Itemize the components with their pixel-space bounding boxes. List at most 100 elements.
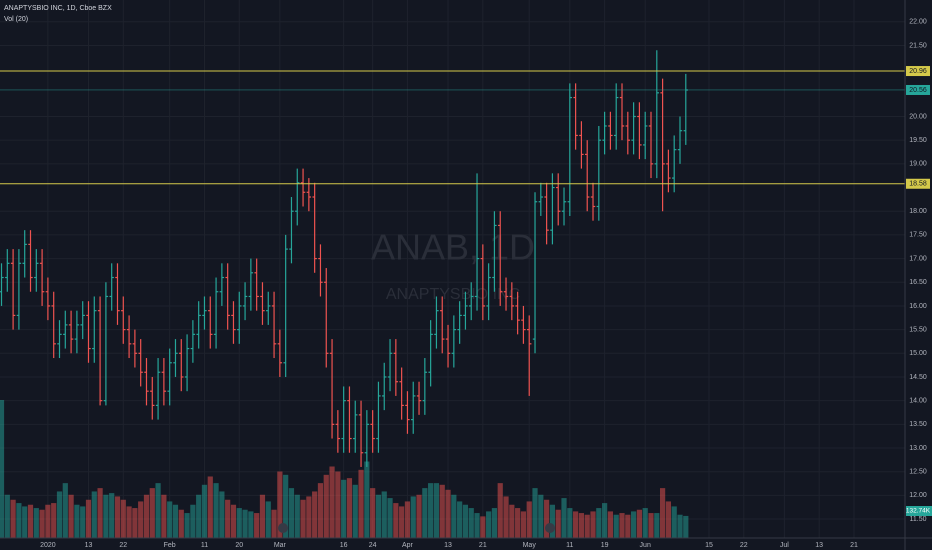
volume-bar [654,513,660,538]
volume-bar [201,484,208,538]
volume-bar [277,471,283,538]
event-icon[interactable] [278,523,288,533]
event-icon[interactable] [545,523,555,533]
volume-bar [0,400,5,538]
y-tick-label: 15.00 [909,350,927,357]
volume-bar [590,511,596,538]
volume-bar [172,504,179,538]
volume-bar [544,499,550,538]
y-tick-label: 14.00 [909,398,927,405]
y-tick-label: 13.00 [909,445,927,452]
volume-bar [480,516,486,538]
y-tick-label: 17.50 [909,232,927,239]
volume-bar [364,461,370,538]
volume-bar [62,483,68,538]
volume-bar [230,504,237,538]
y-tick-label: 21.50 [909,42,927,49]
volume-bar [178,509,184,538]
x-tick-label: 2020 [40,542,56,549]
level-label: 20.56 [909,87,927,94]
volume-bar [346,478,353,538]
volume-bar [56,491,63,538]
x-tick-label: 11 [201,542,208,549]
volume-bar [474,513,480,538]
volume-bar [596,508,602,538]
volume-bar [468,508,474,538]
volume-bar [497,483,503,538]
volume-last-label: 132.74K [906,508,931,515]
volume-bar [248,511,254,538]
volume-bar [109,493,115,538]
volume-bar [631,511,637,538]
volume-bar [526,501,532,538]
x-tick-label: 15 [705,542,713,549]
x-tick-label: 19 [601,542,609,549]
volume-bar [404,501,411,538]
x-tick-label: 13 [85,542,93,549]
x-tick-label: Mar [274,542,287,549]
y-tick-label: 13.50 [909,421,927,428]
volume-bar [51,503,57,538]
volume-bar [393,503,399,538]
axes: 11.50 12.00 12.50 13.00 13.50 14.00 14.50 15.00… [40,19,932,549]
volume-bar [642,508,648,538]
volume-bar [283,474,289,538]
x-tick-label: 13 [815,542,823,549]
volume-bar [294,494,300,538]
volume-bar [33,508,39,538]
volume-bar [578,513,585,538]
volume-bar [613,514,619,538]
x-tick-label: Jun [640,542,651,549]
volume-bar [341,479,347,538]
volume-bar [538,494,544,538]
volume-bar [520,511,527,538]
y-tick-label: 17.00 [909,255,927,262]
x-tick-label: Apr [402,542,414,549]
volume-bar [462,504,469,538]
volume-bar [39,509,45,538]
x-tick-label: May [523,542,537,549]
volume-bar [219,491,225,538]
x-tick-label: 21 [479,542,487,549]
volume-bar [196,494,202,538]
volume-bar [381,491,387,538]
levels [0,70,905,185]
volume-bar [45,504,51,538]
volume-bar [16,503,22,538]
volume-bar [683,515,689,538]
volume-bar [486,511,492,538]
volume-bar [451,494,457,538]
volume-bar [515,508,521,538]
volume-bar [416,494,422,538]
x-tick-label: Jul [780,542,789,549]
volume-bar [120,499,126,538]
x-tick-label: 22 [119,542,127,549]
volume-bar [91,491,97,538]
volume-bar [433,483,440,538]
volume-bar [149,488,155,538]
volume-bar [399,506,405,538]
volume-bar [259,494,266,538]
volume-bar [27,504,34,538]
volume-bar [155,483,161,538]
volume-bar [491,508,498,538]
y-tick-label: 16.50 [909,279,927,286]
volume-bar [532,488,538,538]
volume-bar [422,488,428,538]
volume-bar [573,511,579,538]
x-tick-label: 22 [740,542,748,549]
volume-bar [126,506,132,538]
volume-bar [68,494,74,538]
volume-bar [387,498,393,538]
volume-bar [329,466,335,538]
volume-bar [607,511,614,538]
y-tick-label: 15.50 [909,326,927,333]
volume-bar [445,489,451,538]
volume-bar [671,506,677,538]
volume-bar [503,496,509,538]
x-tick-label: 13 [444,542,452,549]
volume-bar [335,471,341,538]
volume-bar [567,508,573,538]
volume-bar [625,514,631,538]
level-label-bg [906,178,930,189]
